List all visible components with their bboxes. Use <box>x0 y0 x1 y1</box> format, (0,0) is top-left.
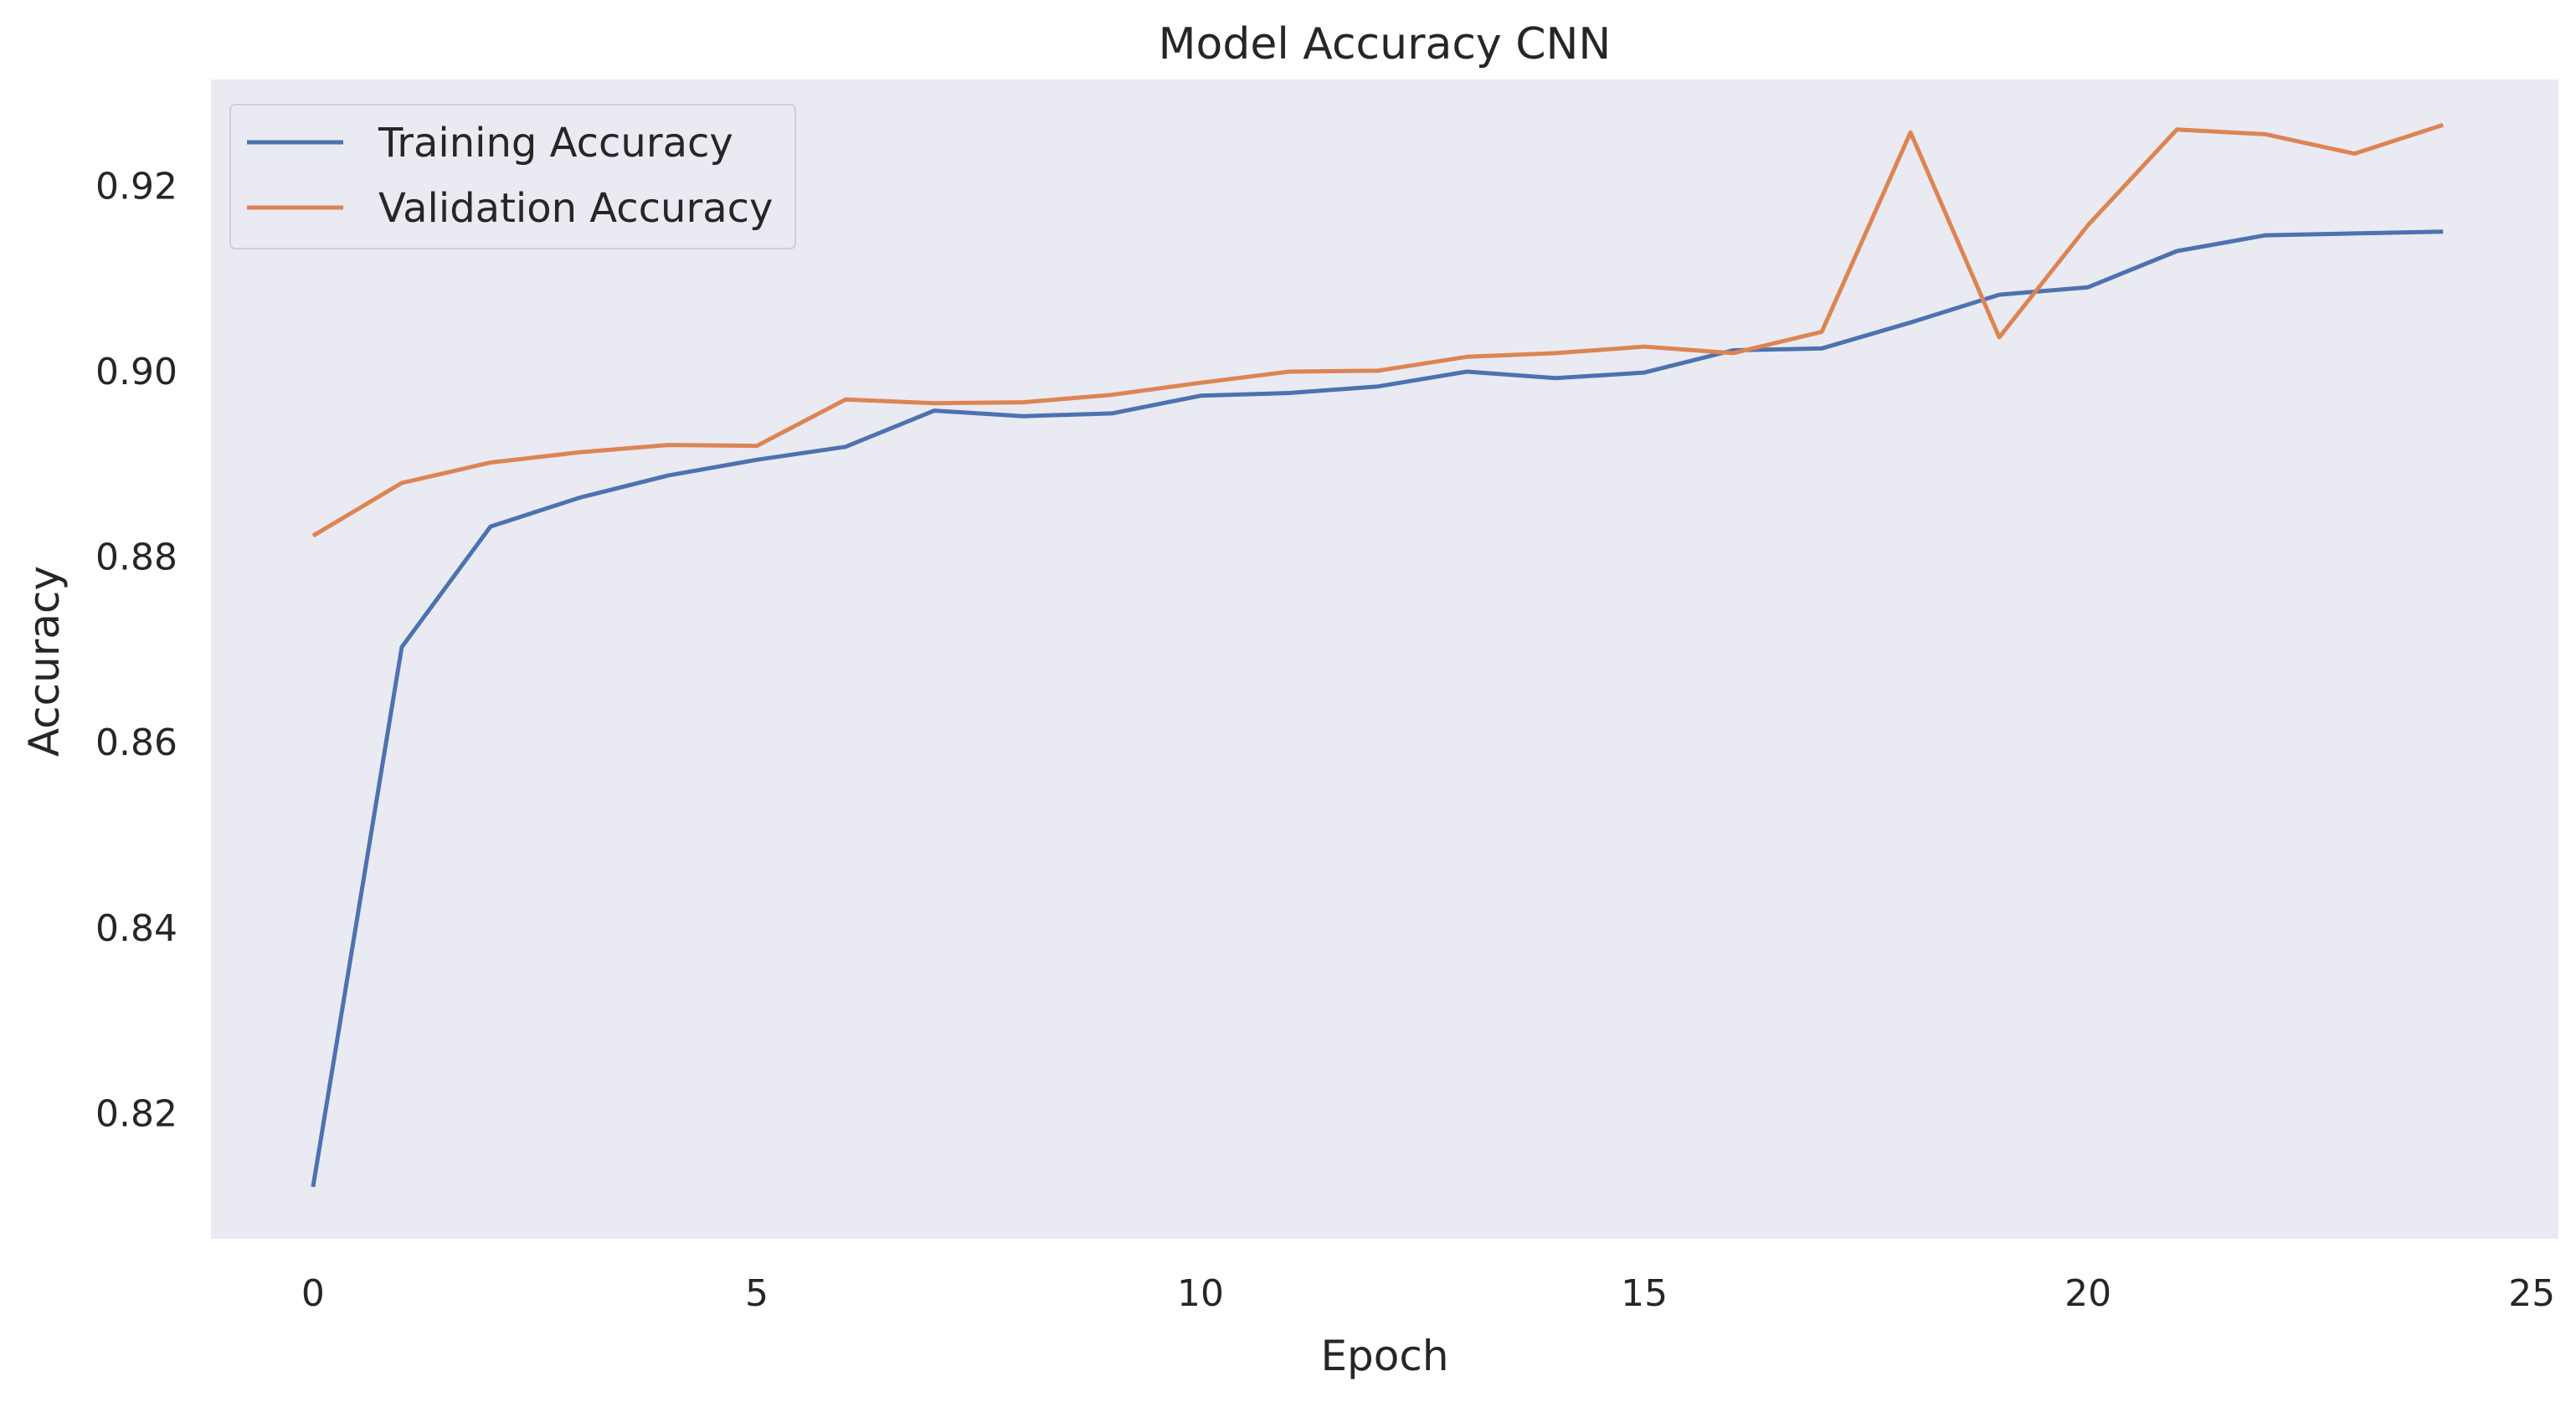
legend-label-validation: Validation Accuracy <box>378 185 773 232</box>
y-tick-label: 0.84 <box>95 907 177 950</box>
x-tick-label: 25 <box>2508 1272 2555 1315</box>
x-tick-label: 20 <box>2064 1272 2111 1315</box>
y-tick-label: 0.92 <box>95 165 177 208</box>
chart-title: Model Accuracy CNN <box>1159 19 1612 69</box>
x-axis-label: Epoch <box>1320 1332 1448 1380</box>
y-tick-label: 0.88 <box>95 537 177 579</box>
legend: Training Accuracy Validation Accuracy <box>230 105 795 249</box>
x-tick-labels: 0 5 10 15 20 25 <box>301 1272 2555 1315</box>
x-tick-label: 15 <box>1621 1272 1668 1315</box>
x-tick-label: 10 <box>1177 1272 1224 1315</box>
y-tick-label: 0.90 <box>95 351 177 393</box>
y-tick-label: 0.86 <box>95 722 177 764</box>
plot-background <box>211 80 2558 1239</box>
x-tick-label: 5 <box>745 1272 769 1315</box>
y-axis-label: Accuracy <box>20 566 69 757</box>
y-tick-labels: 0.82 0.84 0.86 0.88 0.90 0.92 <box>95 165 177 1135</box>
y-tick-label: 0.82 <box>95 1092 177 1135</box>
legend-label-training: Training Accuracy <box>378 120 733 167</box>
x-tick-label: 0 <box>301 1272 325 1315</box>
